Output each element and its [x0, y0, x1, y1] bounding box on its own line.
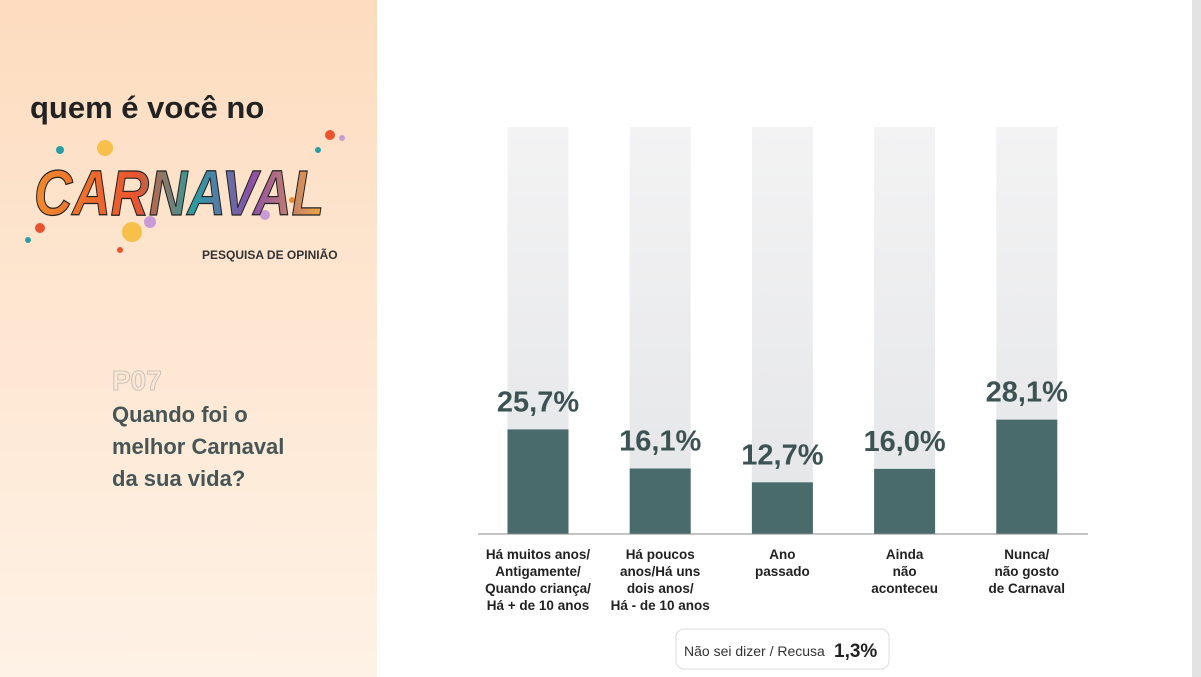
bar: [996, 419, 1058, 534]
chart: 25,7% Há muitos anos/Antigamente/Quando c…: [478, 127, 1088, 613]
bar-track: [751, 127, 813, 534]
bar: [751, 482, 813, 534]
value-label: 25,7%: [497, 386, 579, 418]
x-tick-label: de Carnaval: [989, 581, 1066, 596]
question-code: P07: [112, 365, 162, 396]
x-tick-label: não: [893, 564, 917, 579]
x-tick-label: Há - de 10 anos: [611, 598, 710, 613]
x-tick-label: Ainda: [886, 547, 924, 562]
x-tick-label: dois anos/: [627, 581, 694, 596]
x-tick-label: Nunca/: [1004, 547, 1049, 562]
x-tick-label: Há muitos anos/: [486, 547, 591, 562]
value-label: 16,0%: [863, 426, 945, 458]
note-box: [675, 628, 890, 670]
subtitle: PESQUISA DE OPINIÃO: [202, 247, 338, 262]
x-tick-label: Quando criança/: [485, 581, 591, 596]
note-label: Não sei dizer / Recusa: [684, 643, 825, 659]
x-tick-label: anos/Há uns: [620, 564, 700, 579]
x-tick-label: não gosto: [995, 564, 1060, 579]
x-tick-label: Há poucos: [626, 547, 695, 562]
bar: [507, 429, 569, 534]
bar-track: [629, 127, 691, 534]
bar: [874, 468, 936, 534]
value-label: 12,7%: [741, 439, 823, 471]
note-value: 1,3%: [834, 641, 877, 662]
question-line: da sua vida?: [112, 466, 245, 491]
x-tick-label: Antigamente/: [495, 564, 581, 579]
logo-word: CARNAVAL: [34, 157, 324, 229]
value-label: 28,1%: [986, 377, 1068, 409]
x-tick-label: aconteceu: [871, 581, 938, 596]
x-tick-label: Ano: [769, 547, 795, 562]
x-tick-label: Há + de 10 anos: [487, 598, 589, 613]
logo-dots: [25, 130, 345, 253]
bar: [629, 468, 691, 534]
left-panel: [0, 0, 377, 677]
x-tick-label: passado: [755, 564, 810, 579]
question: Quando foi o melhor Carnaval da sua vida?: [112, 402, 284, 491]
title: quem é você no: [30, 90, 264, 125]
question-line: Quando foi o: [112, 402, 248, 427]
bar-track: [874, 127, 936, 534]
question-line: melhor Carnaval: [112, 434, 284, 459]
value-label: 16,1%: [619, 425, 701, 457]
scrollbar: [1192, 0, 1201, 677]
